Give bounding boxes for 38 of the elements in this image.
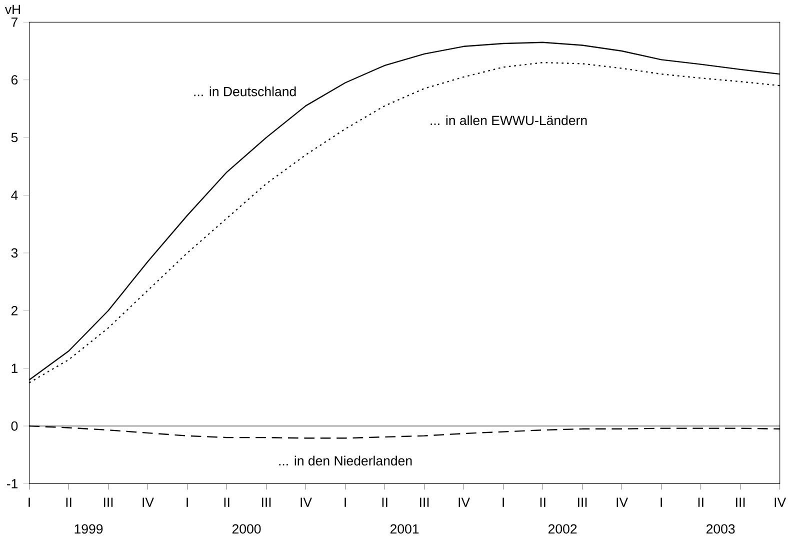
x-tick-label: IV xyxy=(300,498,312,508)
y-tick-label: 0 xyxy=(11,422,18,431)
x-tick-label: IV xyxy=(774,498,786,508)
x-tick-label: IV xyxy=(458,498,470,508)
x-tick-label: I xyxy=(660,498,662,508)
x-tick-label: III xyxy=(104,498,113,508)
series-label: ... in den Niederlanden xyxy=(279,456,412,466)
text: 2003 xyxy=(706,524,735,534)
x-tick-label: I xyxy=(28,498,30,508)
x-tick-label: IV xyxy=(616,498,628,508)
text: ... in allen EWWU-Ländern xyxy=(430,116,587,126)
x-tick-label: III xyxy=(736,498,745,508)
x-tick-label: I xyxy=(186,498,188,508)
y-tick-label: 7 xyxy=(11,18,18,27)
x-tick-label: I xyxy=(502,498,504,508)
y-axis-title: vH xyxy=(4,5,20,14)
y-tick-label: 4 xyxy=(11,190,18,200)
x-tick-label: II xyxy=(224,498,230,508)
y-tick-label: 2 xyxy=(11,306,18,316)
x-tick-label: II xyxy=(66,498,72,508)
x-tick-label: I xyxy=(344,498,346,508)
x-tick-label: IV xyxy=(142,498,154,508)
x-tick-label: III xyxy=(420,498,429,508)
y-tick-label: 1 xyxy=(12,364,18,374)
x-tick-label: III xyxy=(578,498,587,508)
text: 2001 xyxy=(390,524,419,534)
y-tick-label: 6 xyxy=(11,75,18,85)
text: 2000 xyxy=(232,524,261,534)
text: 1999 xyxy=(74,524,103,534)
x-tick-label: II xyxy=(382,498,388,508)
series-label: ... in Deutschland xyxy=(194,86,296,97)
text: 2002 xyxy=(548,524,577,534)
x-tick-label: II xyxy=(540,498,546,508)
x-tick-label: III xyxy=(262,498,271,508)
y-tick-label: -1 xyxy=(6,479,18,488)
y-tick-label: 3 xyxy=(11,248,18,258)
x-tick-label: II xyxy=(698,498,704,508)
y-tick-label: 5 xyxy=(11,133,18,142)
